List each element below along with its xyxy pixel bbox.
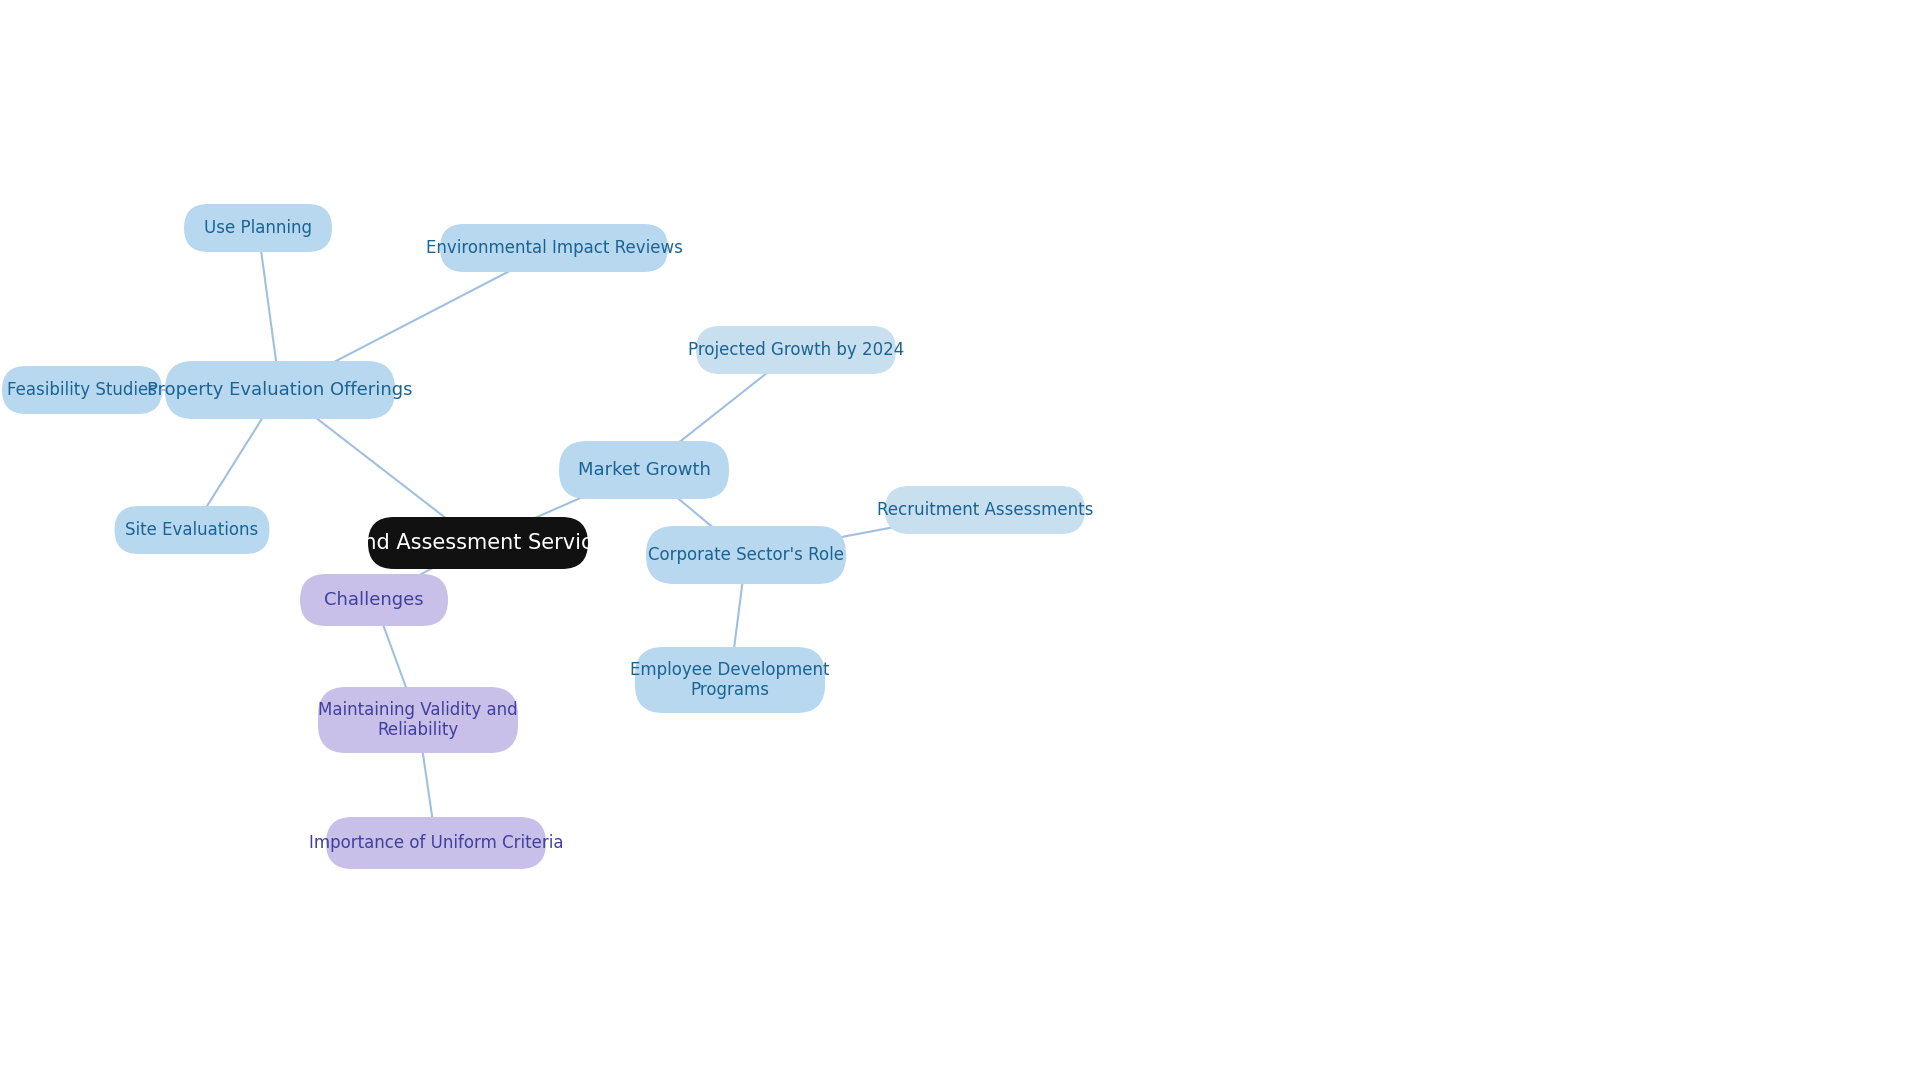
- Text: Maintaining Validity and
Reliability: Maintaining Validity and Reliability: [319, 701, 518, 740]
- Text: Challenges: Challenges: [324, 591, 424, 609]
- FancyBboxPatch shape: [369, 517, 588, 569]
- Text: Corporate Sector's Role: Corporate Sector's Role: [649, 546, 845, 564]
- Text: Environmental Impact Reviews: Environmental Impact Reviews: [426, 239, 682, 257]
- Text: Recruitment Assessments: Recruitment Assessments: [877, 501, 1092, 519]
- FancyBboxPatch shape: [319, 687, 518, 753]
- FancyBboxPatch shape: [2, 366, 161, 414]
- FancyBboxPatch shape: [300, 574, 447, 626]
- FancyBboxPatch shape: [645, 526, 847, 584]
- Text: Projected Growth by 2024: Projected Growth by 2024: [687, 341, 904, 358]
- FancyBboxPatch shape: [885, 486, 1085, 534]
- FancyBboxPatch shape: [326, 817, 545, 869]
- FancyBboxPatch shape: [115, 506, 269, 554]
- Text: Importance of Uniform Criteria: Importance of Uniform Criteria: [309, 834, 563, 852]
- FancyBboxPatch shape: [559, 441, 730, 499]
- Text: Use Planning: Use Planning: [204, 219, 311, 237]
- FancyBboxPatch shape: [184, 204, 332, 252]
- FancyBboxPatch shape: [440, 224, 668, 272]
- FancyBboxPatch shape: [695, 326, 897, 374]
- Text: Property Evaluation Offerings: Property Evaluation Offerings: [148, 381, 413, 399]
- FancyBboxPatch shape: [165, 361, 396, 419]
- Text: Land Assessment Services: Land Assessment Services: [340, 533, 616, 553]
- Text: Market Growth: Market Growth: [578, 461, 710, 479]
- FancyBboxPatch shape: [636, 647, 826, 713]
- Text: Employee Development
Programs: Employee Development Programs: [630, 661, 829, 700]
- Text: Feasibility Studies: Feasibility Studies: [8, 381, 157, 399]
- Text: Site Evaluations: Site Evaluations: [125, 521, 259, 539]
